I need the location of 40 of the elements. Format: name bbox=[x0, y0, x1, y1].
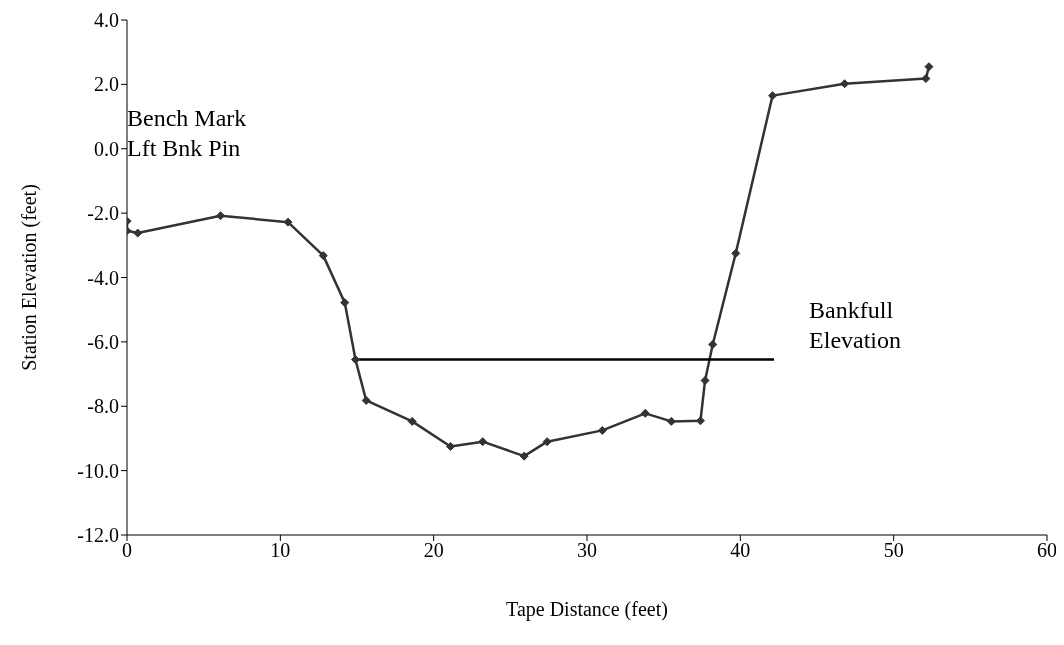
point bbox=[731, 248, 741, 258]
y-tick-label: -6.0 bbox=[87, 330, 119, 353]
point bbox=[407, 416, 417, 426]
y-tick-label: -10.0 bbox=[77, 459, 119, 482]
point bbox=[640, 408, 650, 418]
x-tick-label: 30 bbox=[577, 539, 597, 562]
point bbox=[666, 416, 676, 426]
x-axis-title: Tape Distance (feet) bbox=[506, 598, 668, 621]
x-tick-label: 40 bbox=[730, 539, 751, 562]
point bbox=[340, 298, 350, 308]
point bbox=[350, 355, 360, 365]
point bbox=[921, 74, 931, 84]
y-tick-label: -2.0 bbox=[87, 202, 119, 225]
y-tick-label: -8.0 bbox=[87, 395, 119, 418]
y-tick-label: -4.0 bbox=[87, 266, 119, 289]
point bbox=[519, 451, 529, 461]
point bbox=[708, 339, 718, 349]
point bbox=[133, 228, 143, 238]
point bbox=[361, 395, 371, 405]
point bbox=[478, 437, 488, 447]
point bbox=[700, 376, 710, 385]
y-axis-title: Station Elevation (feet) bbox=[18, 184, 41, 371]
point bbox=[768, 91, 778, 101]
x-tick-label: 0 bbox=[122, 539, 132, 562]
annotation: Bench Mark Lft Bnk Pin bbox=[127, 105, 247, 162]
y-tick-label: -12.0 bbox=[77, 524, 119, 547]
point bbox=[924, 62, 934, 72]
point bbox=[542, 437, 552, 447]
y-tick-label: 4.0 bbox=[94, 9, 119, 32]
x-tick-label: 60 bbox=[1037, 539, 1057, 562]
x-tick-label: 20 bbox=[423, 539, 444, 562]
point bbox=[318, 251, 328, 261]
annotation: Bankfull Elevation bbox=[809, 296, 902, 353]
point bbox=[283, 217, 293, 227]
x-tick-label: 50 bbox=[883, 539, 904, 562]
y-tick-label: 0.0 bbox=[94, 137, 119, 160]
point bbox=[597, 425, 607, 435]
y-tick-label: 2.0 bbox=[94, 73, 119, 96]
x-tick-label: 10 bbox=[270, 539, 291, 562]
point bbox=[840, 79, 850, 89]
